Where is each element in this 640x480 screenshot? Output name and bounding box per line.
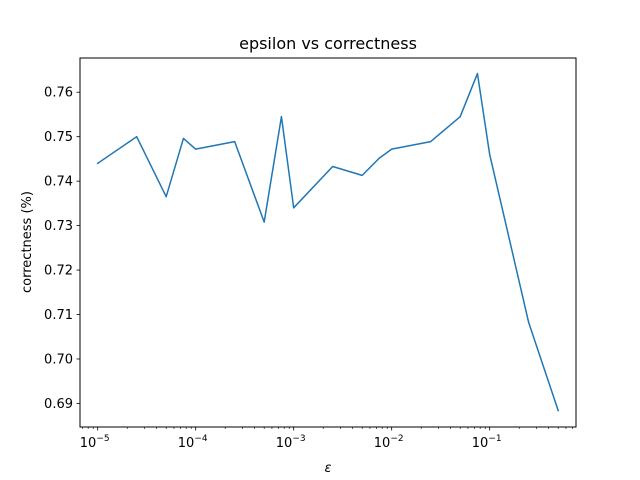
x-tick-exponent: −1 — [488, 434, 501, 444]
data-point — [489, 153, 491, 156]
data-point — [97, 162, 99, 164]
data-point — [195, 148, 197, 150]
data-point — [182, 137, 185, 140]
plot-frame — [79, 57, 577, 428]
data-point — [391, 148, 393, 150]
data-point — [528, 321, 530, 324]
x-tick-label: 10−2 — [374, 434, 404, 451]
x-tick-exponent: −5 — [96, 434, 109, 444]
x-tick-label: 10−4 — [178, 434, 208, 451]
y-tick-label: 0.72 — [44, 264, 73, 279]
x-tick-label: 10−5 — [80, 434, 110, 451]
data-point — [165, 196, 167, 198]
data-point — [459, 116, 461, 118]
data-point — [332, 165, 334, 168]
data-point — [430, 140, 432, 143]
y-tick-label: 0.75 — [44, 130, 73, 145]
data-point — [557, 409, 559, 412]
data-point — [234, 140, 236, 143]
data-point — [136, 136, 138, 138]
y-axis-label: correctness (%) — [20, 191, 35, 293]
y-tick-label: 0.73 — [44, 219, 73, 234]
x-tick-exponent: −2 — [390, 434, 403, 444]
data-point — [361, 174, 363, 176]
x-tick-base: 10 — [374, 436, 391, 451]
data-point — [263, 221, 265, 223]
y-tick-label: 0.74 — [44, 175, 73, 190]
x-tick-base: 10 — [472, 436, 489, 451]
y-tick-label: 0.69 — [44, 397, 73, 412]
y-tick-label: 0.70 — [44, 352, 73, 367]
plot-area — [96, 72, 560, 412]
x-tick-base: 10 — [276, 436, 293, 451]
series-line — [96, 72, 560, 412]
x-tick-label: 10−3 — [276, 434, 306, 451]
x-tick-base: 10 — [178, 436, 195, 451]
x-tick-base: 10 — [80, 436, 97, 451]
x-tick-label: 10−1 — [472, 434, 502, 451]
x-tick-exponent: −4 — [194, 434, 208, 444]
chart-title: epsilon vs correctness — [239, 34, 417, 53]
data-point — [378, 157, 381, 159]
x-tick-exponent: −3 — [292, 434, 305, 444]
data-point — [280, 116, 283, 118]
data-point — [476, 72, 479, 75]
y-tick-label: 0.76 — [44, 86, 73, 101]
x-axis-label: ε — [324, 461, 331, 476]
y-tick-label: 0.71 — [44, 308, 73, 323]
data-point — [293, 207, 295, 209]
axes-ticks: 10−5 10−4 10−3 10−2 10−10.690.700.710.720.73… — [44, 86, 573, 451]
